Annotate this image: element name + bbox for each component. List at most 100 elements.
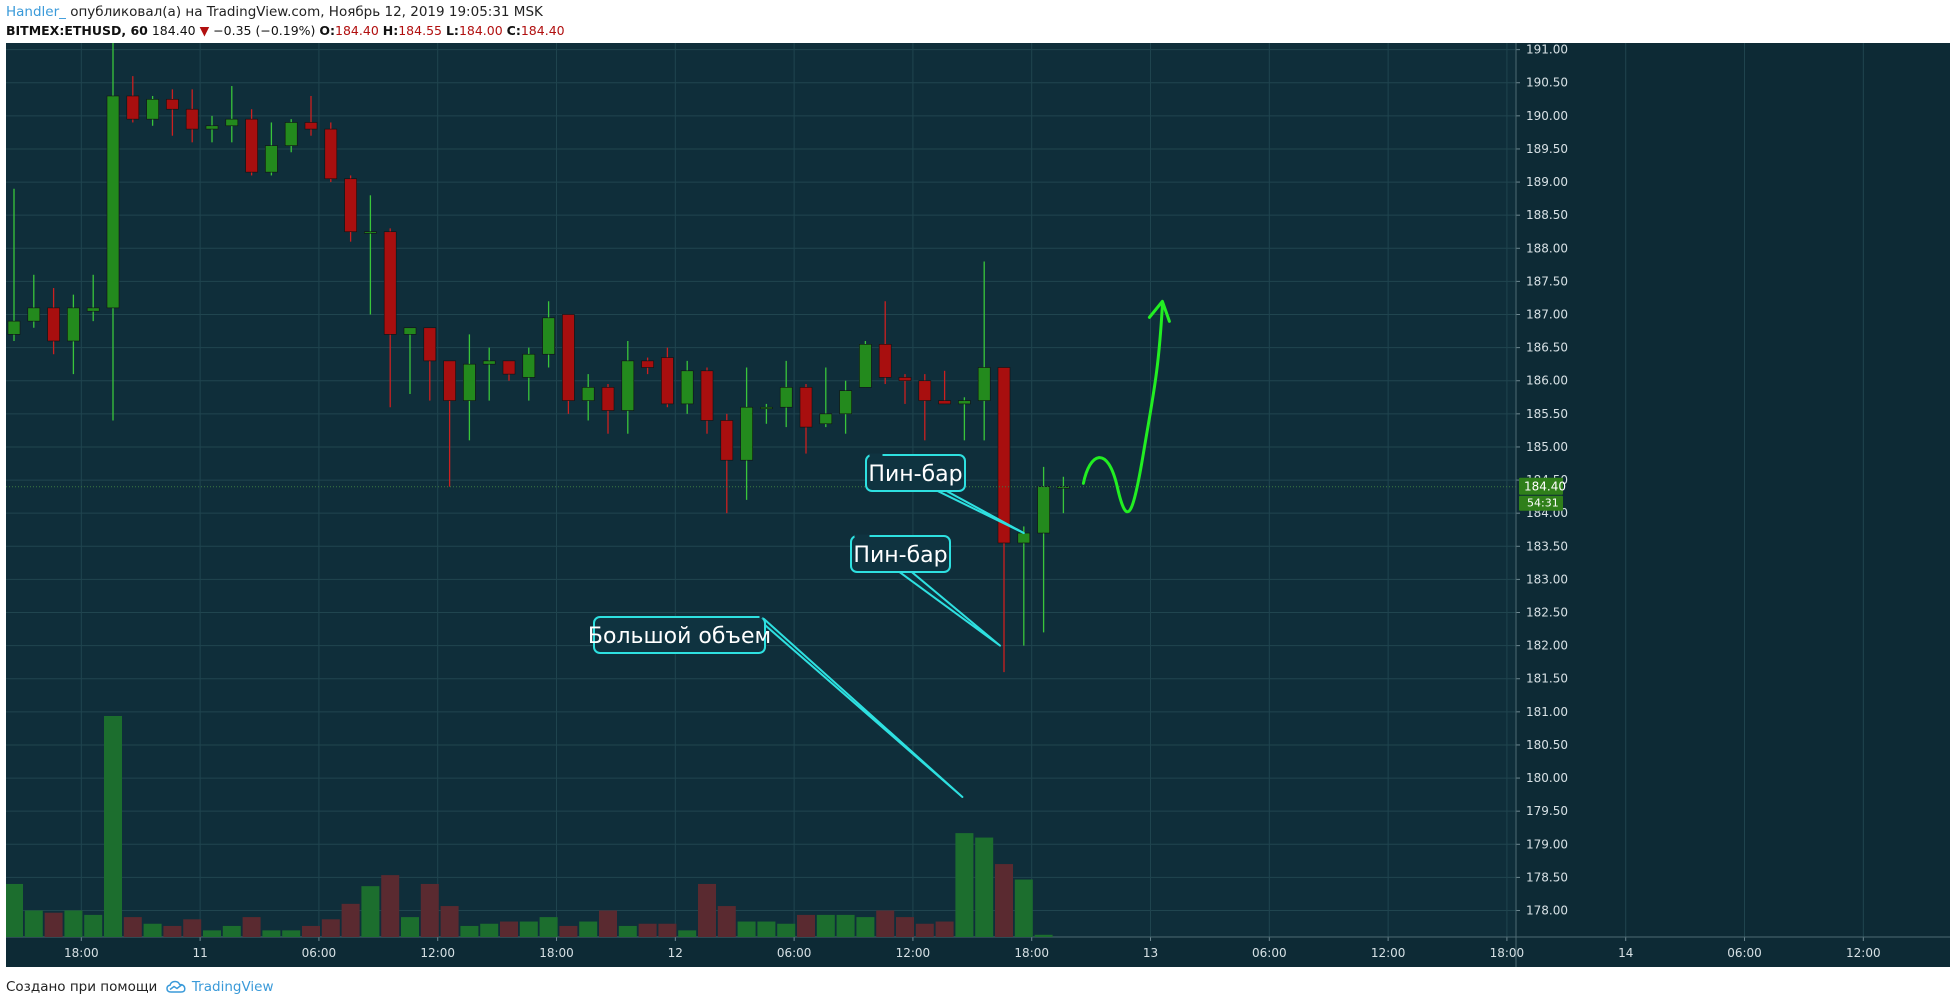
candle-body [27, 307, 41, 322]
candle-body [562, 314, 575, 401]
candle-body [720, 420, 734, 461]
price-tick-label: 180.50 [1526, 738, 1568, 752]
time-tick-label: 12:00 [420, 946, 455, 960]
price-tick-label: 181.00 [1526, 705, 1568, 719]
time-tick-label: 14 [1618, 946, 1633, 960]
volume-bar [737, 921, 756, 937]
candle-body [601, 387, 615, 411]
volume-bar [797, 914, 815, 937]
candle-down [443, 360, 456, 487]
countdown-label: 54:31 [1527, 497, 1559, 510]
candle-down [720, 413, 734, 514]
time-tick-label: 06:00 [1727, 946, 1762, 960]
close-value: 184.40 [520, 23, 565, 38]
low-label: L: [445, 23, 459, 38]
price-tick-label: 189.50 [1526, 142, 1568, 156]
candle-body [126, 95, 140, 120]
candle-up [205, 115, 219, 143]
candle-up [146, 95, 159, 126]
callout-pin-bar-1: Пин-бар [865, 453, 1025, 535]
volume-bar [242, 917, 261, 937]
candle-up [463, 334, 476, 441]
candle-body [403, 327, 417, 335]
candle-up [284, 119, 298, 153]
candle-down [502, 360, 516, 381]
price-tick-label: 178.00 [1526, 904, 1568, 918]
candle-down [324, 122, 338, 183]
price-tick-label: 189.00 [1526, 175, 1568, 189]
price-tick-label: 182.00 [1526, 639, 1568, 653]
price-tick-label: 180.00 [1526, 771, 1568, 785]
candle-body [304, 122, 318, 130]
volume-bar [480, 923, 499, 937]
candle-body [938, 400, 951, 405]
callout-text: Пин-бар [853, 543, 947, 568]
volume-bar [500, 921, 518, 937]
time-tick-label: 11 [192, 946, 207, 960]
candle-down [799, 384, 813, 454]
time-tick-label: 12:00 [1846, 946, 1881, 960]
candle-body [324, 128, 338, 180]
candle-body [1017, 532, 1031, 544]
volume-bar [618, 925, 637, 937]
author-link[interactable]: Handler_ [6, 4, 66, 20]
candle-body [423, 327, 437, 362]
candle-down [166, 89, 179, 136]
callout-big-volume: Большой объем [588, 615, 964, 798]
candle-down [423, 327, 437, 401]
candle-body [7, 320, 21, 335]
candle-down [938, 370, 951, 405]
time-tick-label: 18:00 [539, 946, 574, 960]
volume-bar [44, 912, 63, 937]
candle-down [997, 367, 1011, 673]
candle-up [482, 347, 496, 401]
volume-bar [539, 917, 558, 937]
candle-body [245, 118, 258, 173]
candle-body [383, 231, 397, 335]
candle-down [185, 89, 199, 143]
volume-bar [777, 923, 796, 937]
candle-down [383, 228, 397, 408]
volume-bar [599, 910, 617, 937]
candle-up [67, 294, 80, 375]
callout-box [593, 616, 766, 654]
candle-down [601, 384, 615, 434]
callout-box [850, 535, 951, 573]
time-tick-label: 18:00 [64, 946, 99, 960]
candle-body [344, 178, 357, 233]
candle-down [245, 109, 258, 176]
candle-body [700, 370, 714, 421]
close-label: C: [506, 23, 521, 38]
candle-body [760, 406, 773, 410]
volume-bar [143, 923, 162, 937]
volume-bar [717, 906, 736, 937]
candle-up [403, 327, 417, 394]
volume-bar [262, 930, 281, 937]
time-tick-label: 13 [1143, 946, 1158, 960]
chart-area[interactable]: 191.00 190.50 190.00 189.50 189.00 188.50 188.… [6, 43, 1950, 967]
price-tick-label: 179.50 [1526, 804, 1568, 818]
price-tick-label: 183.00 [1526, 572, 1568, 586]
volume-bar [361, 886, 380, 937]
candle-up [1037, 466, 1050, 633]
candle-body [225, 118, 239, 127]
volume-bar [222, 925, 241, 937]
candle-body [621, 360, 635, 411]
candle-up [7, 188, 21, 341]
chart-svg[interactable]: 191.00 190.50 190.00 189.50 189.00 188.50 188.… [6, 43, 1950, 967]
candle-body [185, 108, 199, 130]
price-tick-label: 187.00 [1526, 308, 1568, 322]
candle-up [27, 274, 41, 328]
volume-bar [203, 930, 221, 937]
forecast-arrow-head [1147, 299, 1171, 323]
candle-body [819, 413, 833, 425]
callout-box [865, 454, 966, 492]
candle-up [839, 380, 852, 434]
candle-up [265, 122, 278, 176]
volume-bar [856, 917, 875, 937]
candle-body [284, 122, 298, 146]
callout-text: Большой объем [588, 624, 771, 649]
tradingview-brand-link[interactable]: TradingView [191, 979, 274, 995]
volume-bar [638, 923, 657, 937]
candle-body [839, 390, 852, 415]
